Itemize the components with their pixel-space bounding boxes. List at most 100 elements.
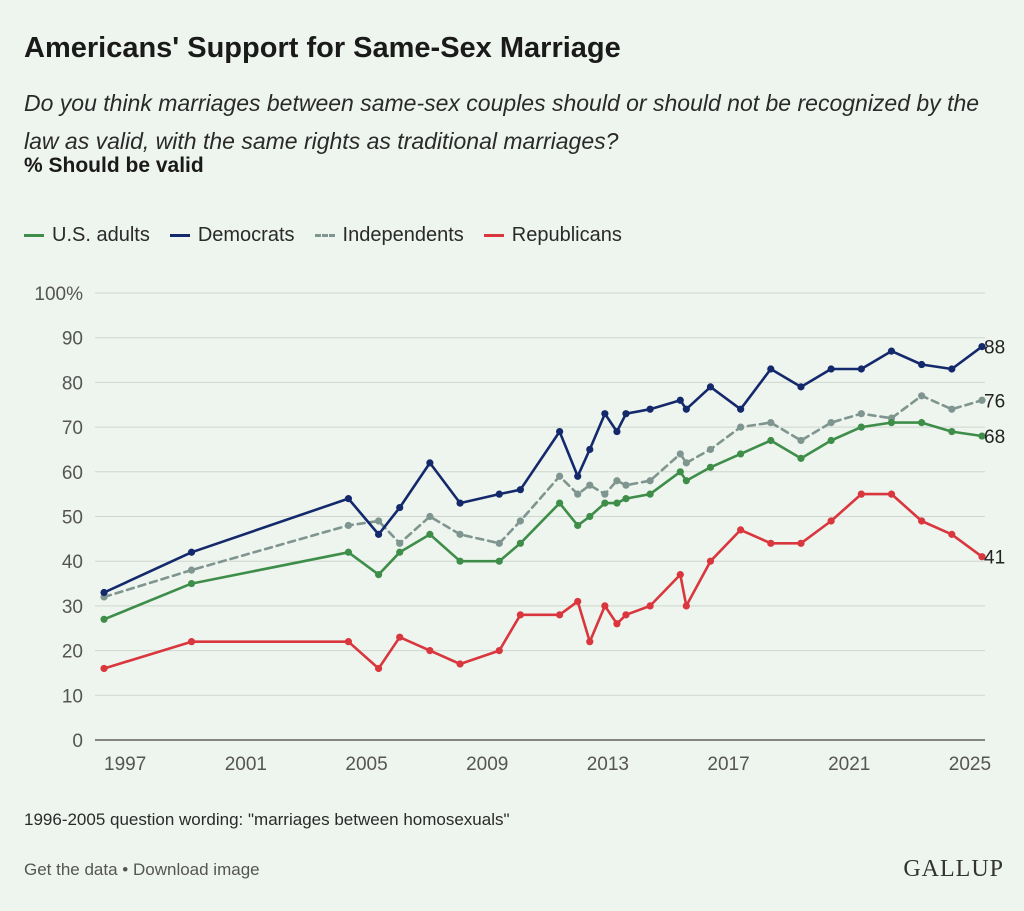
data-point-independents — [767, 419, 775, 427]
data-point-republicans — [857, 490, 865, 498]
data-point-democrats — [918, 360, 926, 369]
gallup-logo: GALLUP — [903, 856, 1004, 882]
data-point-independents — [737, 423, 745, 431]
data-point-u-s-adults — [374, 571, 383, 579]
data-point-independents — [706, 445, 715, 454]
data-point-independents — [586, 481, 594, 489]
data-point-democrats — [495, 490, 503, 498]
get-data-link[interactable]: Get the data — [24, 860, 118, 879]
y-tick-label: 10 — [62, 686, 83, 707]
y-tick-label: 80 — [62, 373, 83, 394]
data-point-democrats — [706, 383, 715, 391]
chart-title: Americans' Support for Same-Sex Marriage — [24, 32, 621, 64]
legend-swatch-independents — [314, 234, 335, 237]
data-point-democrats — [622, 410, 630, 418]
x-tick-label: 2001 — [225, 754, 267, 775]
data-point-democrats — [767, 365, 775, 373]
data-point-democrats — [374, 530, 383, 538]
data-point-independents — [601, 490, 609, 498]
data-point-independents — [396, 539, 404, 547]
data-point-independents — [918, 392, 926, 400]
data-point-u-s-adults — [978, 432, 986, 440]
data-point-democrats — [613, 427, 621, 436]
data-point-u-s-adults — [613, 499, 621, 507]
data-point-u-s-adults — [426, 530, 434, 538]
data-point-u-s-adults — [767, 436, 775, 445]
data-point-u-s-adults — [948, 427, 956, 436]
data-point-democrats — [601, 410, 609, 418]
x-tick-label: 2009 — [466, 754, 508, 775]
y-tick-label: 0 — [72, 731, 83, 752]
data-point-republicans — [396, 633, 404, 641]
data-point-republicans — [978, 553, 986, 561]
data-point-democrats — [426, 459, 434, 467]
y-tick-label: 20 — [62, 642, 83, 663]
data-point-u-s-adults — [456, 557, 464, 565]
data-point-u-s-adults — [100, 615, 108, 623]
chart-subtitle: Do you think marriages between same-sex … — [24, 90, 980, 154]
data-point-republicans — [574, 597, 582, 606]
measure-label: % Should be valid — [24, 154, 204, 177]
x-tick-label: 2025 — [949, 754, 991, 775]
data-point-u-s-adults — [827, 436, 835, 445]
data-point-independents — [948, 405, 956, 413]
y-tick-label: 60 — [62, 463, 83, 484]
y-tick-label: 70 — [62, 418, 83, 439]
data-point-democrats — [396, 503, 404, 512]
footer-separator: • — [117, 860, 133, 879]
legend-item-republicans: Republicans — [483, 224, 622, 247]
data-point-republicans — [556, 611, 564, 619]
data-point-republicans — [586, 638, 594, 646]
data-point-independents — [613, 477, 621, 485]
data-point-democrats — [948, 365, 956, 373]
data-point-independents — [978, 396, 986, 404]
footer: Get the data • Download image — [24, 860, 260, 880]
legend-label-independents: Independents — [342, 224, 464, 246]
data-point-democrats — [516, 486, 524, 494]
download-image-link[interactable]: Download image — [132, 860, 260, 879]
data-point-democrats — [187, 548, 196, 556]
x-tick-label: 1997 — [104, 754, 146, 775]
data-point-democrats — [344, 495, 353, 503]
legend-label-democrats: Democrats — [197, 224, 295, 246]
data-point-u-s-adults — [797, 454, 805, 462]
end-label-u-s-adults: 68 — [984, 427, 1005, 448]
y-tick-label: 30 — [62, 597, 83, 618]
data-point-republicans — [646, 602, 654, 610]
data-point-republicans — [613, 620, 621, 628]
data-point-republicans — [706, 557, 715, 565]
y-tick-label: 50 — [62, 508, 83, 529]
x-tick-label: 2017 — [707, 754, 749, 775]
data-point-democrats — [676, 396, 684, 404]
legend-item-us-adults: U.S. adults — [24, 224, 150, 247]
data-point-republicans — [495, 647, 503, 655]
data-point-independents — [426, 512, 434, 521]
data-point-independents — [516, 517, 524, 525]
series-line-democrats — [102, 345, 984, 594]
data-point-u-s-adults — [682, 477, 690, 485]
data-point-independents — [187, 566, 196, 574]
data-point-democrats — [827, 365, 835, 373]
data-point-republicans — [887, 490, 896, 498]
legend-item-democrats: Democrats — [169, 224, 295, 247]
x-tick-label: 2021 — [828, 754, 870, 775]
legend-swatch-us-adults — [24, 234, 44, 237]
data-point-republicans — [682, 602, 690, 610]
data-point-democrats — [574, 472, 582, 480]
y-tick-label: 90 — [62, 329, 83, 350]
data-point-u-s-adults — [646, 490, 654, 498]
data-point-republicans — [676, 571, 684, 579]
data-point-republicans — [827, 517, 835, 525]
data-point-u-s-adults — [676, 468, 684, 476]
data-point-republicans — [918, 517, 926, 525]
data-point-democrats — [737, 405, 745, 413]
data-point-u-s-adults — [857, 423, 865, 431]
series-line-republicans — [102, 492, 984, 670]
data-point-democrats — [586, 445, 594, 454]
data-point-independents — [574, 490, 582, 498]
end-label-republicans: 41 — [984, 548, 1005, 569]
data-point-democrats — [797, 383, 805, 391]
data-point-democrats — [556, 427, 564, 436]
y-tick-label: 40 — [62, 552, 83, 573]
data-point-republicans — [737, 526, 745, 534]
